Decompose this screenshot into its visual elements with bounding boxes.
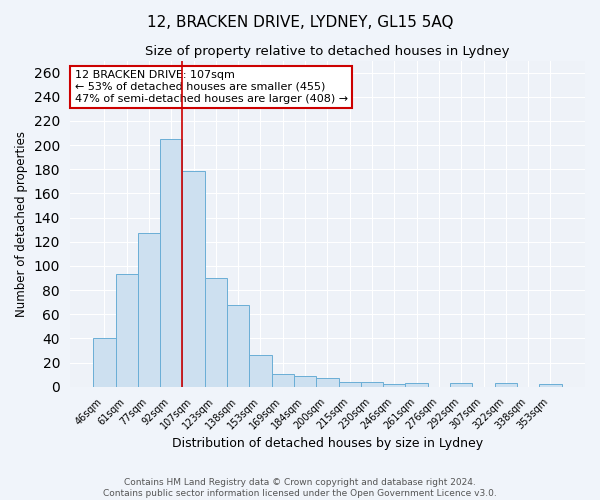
Text: 12, BRACKEN DRIVE, LYDNEY, GL15 5AQ: 12, BRACKEN DRIVE, LYDNEY, GL15 5AQ [147, 15, 453, 30]
Bar [272, 374, 294, 387]
Bar [160, 139, 182, 387]
Bar [316, 378, 338, 387]
Bar [361, 382, 383, 387]
Bar [227, 304, 250, 387]
Text: 12 BRACKEN DRIVE: 107sqm
← 53% of detached houses are smaller (455)
47% of semi-: 12 BRACKEN DRIVE: 107sqm ← 53% of detach… [75, 70, 348, 104]
Bar [250, 356, 272, 387]
X-axis label: Distribution of detached houses by size in Lydney: Distribution of detached houses by size … [172, 437, 483, 450]
Bar [182, 170, 205, 387]
Bar [539, 384, 562, 387]
Bar [383, 384, 406, 387]
Bar [138, 234, 160, 387]
Title: Size of property relative to detached houses in Lydney: Size of property relative to detached ho… [145, 45, 509, 58]
Y-axis label: Number of detached properties: Number of detached properties [15, 130, 28, 316]
Bar [294, 376, 316, 387]
Bar [93, 338, 116, 387]
Bar [494, 383, 517, 387]
Bar [205, 278, 227, 387]
Bar [116, 274, 138, 387]
Bar [406, 383, 428, 387]
Text: Contains HM Land Registry data © Crown copyright and database right 2024.
Contai: Contains HM Land Registry data © Crown c… [103, 478, 497, 498]
Bar [338, 382, 361, 387]
Bar [450, 383, 472, 387]
